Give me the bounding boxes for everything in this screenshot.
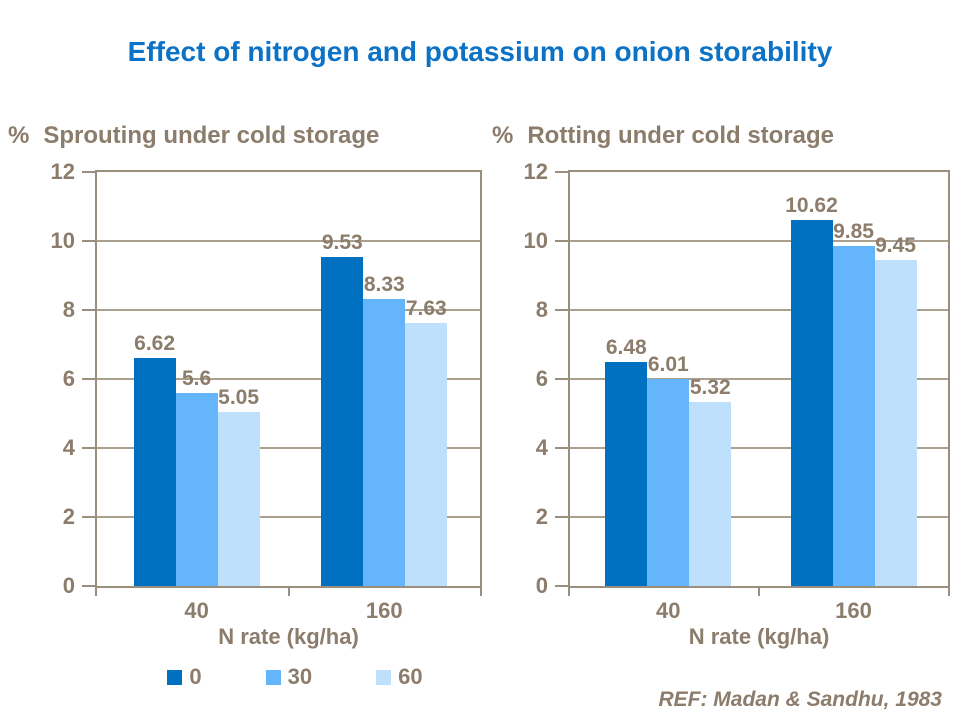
gridline	[570, 378, 948, 380]
gridline	[570, 309, 948, 311]
y-axis-tick	[82, 447, 95, 449]
gridline	[97, 447, 480, 449]
y-axis-tick	[555, 585, 568, 587]
x-axis-tick	[568, 586, 570, 596]
slide-title: Effect of nitrogen and potassium on onio…	[127, 36, 833, 67]
bar-value-label: 7.63	[405, 296, 447, 320]
y-axis-tick-label: 10	[523, 228, 548, 253]
y-axis-tick-label: 0	[62, 573, 75, 598]
reference-note: REF: Madan & Sandhu, 1983	[658, 688, 942, 711]
x-axis-tick-label: 160	[365, 598, 403, 623]
y-axis-tick	[82, 585, 95, 587]
bar	[874, 259, 917, 586]
legend-item: 30	[265, 664, 313, 689]
legend: 0 30 60	[105, 666, 485, 688]
bar-value-label: 6.48	[605, 336, 647, 360]
bar-value-label: 8.33	[363, 272, 405, 296]
gridline	[97, 309, 480, 311]
bar	[832, 246, 875, 586]
plot-area: 6.48 6.01 5.32 10.62 9.85 9.45	[568, 170, 950, 588]
y-axis-tick	[82, 516, 95, 518]
plot-area: 6.62 5.6 5.05 9.53 8.33 7.63	[95, 170, 482, 588]
y-axis-tick	[82, 309, 95, 311]
bar-value-label: 9.45	[875, 233, 916, 257]
rotting-chart: % Rotting under cold storage 6.48 6.01 5.3…	[492, 120, 952, 686]
y-axis-tick-label: 6	[62, 366, 75, 391]
y-axis-tick	[555, 447, 568, 449]
bar	[647, 378, 690, 586]
legend-item: 60	[376, 664, 423, 689]
y-unit-label: %	[8, 122, 30, 149]
x-axis-title: N rate (kg/ha)	[688, 624, 830, 649]
x-axis-tick	[480, 586, 482, 596]
chart-title: Sprouting under cold storage	[43, 122, 380, 149]
x-axis-tick	[758, 586, 760, 596]
x-axis-tick-label: 40	[656, 598, 681, 623]
gridline	[97, 516, 480, 518]
y-axis-tick	[555, 171, 568, 173]
chart-header: % Rotting under cold storage	[492, 122, 834, 150]
y-axis-tick	[555, 516, 568, 518]
legend-item: 0	[167, 664, 202, 689]
bar	[405, 322, 448, 586]
bar-value-label: 6.62	[134, 331, 176, 355]
y-axis-tick-label: 4	[535, 435, 548, 460]
legend-marker	[376, 669, 392, 685]
gridline	[97, 378, 480, 380]
bar-value-label: 5.05	[218, 385, 260, 409]
y-axis-tick-label: 2	[535, 504, 548, 529]
x-axis-tick-label: 160	[835, 598, 872, 623]
gridline	[570, 240, 948, 242]
bar	[790, 219, 833, 586]
chart-header: % Sprouting under cold storage	[8, 122, 379, 150]
bar	[175, 392, 218, 586]
chart-title: Rotting under cold storage	[527, 122, 835, 149]
legend-label: 30	[287, 664, 313, 689]
y-axis-tick	[82, 378, 95, 380]
y-axis-tick-label: 2	[62, 504, 75, 529]
y-axis-tick	[555, 378, 568, 380]
y-axis-tick	[555, 240, 568, 242]
legend-label: 60	[398, 664, 423, 689]
bar-value-label: 9.85	[833, 220, 874, 244]
bar	[605, 362, 648, 586]
bar	[217, 411, 260, 586]
sprouting-chart: % Sprouting under cold storage 6.62 5.6 5.…	[8, 120, 484, 686]
y-unit-label: %	[492, 122, 514, 149]
legend-marker	[167, 669, 183, 685]
x-axis-tick	[287, 586, 290, 596]
y-axis-tick	[82, 240, 95, 242]
x-axis-tick-label: 40	[184, 598, 209, 623]
gridline	[570, 447, 948, 449]
bar	[689, 402, 732, 586]
y-axis-tick-label: 8	[62, 297, 75, 322]
bar	[133, 357, 176, 586]
y-axis-tick-label: 12	[523, 159, 548, 184]
legend-label: 0	[189, 664, 202, 689]
y-axis-tick-label: 8	[535, 297, 548, 322]
bar-value-label: 10.62	[785, 193, 838, 217]
y-axis-tick-label: 10	[50, 228, 75, 253]
x-axis-tick	[95, 586, 97, 596]
bar-value-label: 6.01	[647, 352, 689, 376]
legend-marker	[265, 669, 281, 685]
x-axis-tick	[948, 586, 950, 596]
gridline	[570, 516, 948, 518]
bar-value-label: 9.53	[321, 231, 363, 255]
gridline	[97, 240, 480, 242]
y-axis-tick	[555, 309, 568, 311]
bar	[321, 257, 364, 586]
y-axis-tick-label: 4	[62, 435, 75, 460]
bar	[363, 298, 406, 586]
x-axis-title: N rate (kg/ha)	[218, 624, 359, 649]
y-axis-tick	[82, 171, 95, 173]
bar-value-label: 5.32	[689, 376, 731, 400]
y-axis-tick-label: 0	[535, 573, 548, 598]
y-axis-tick-label: 6	[535, 366, 548, 391]
y-axis-tick-label: 12	[50, 159, 75, 184]
bar-value-label: 5.6	[181, 366, 212, 390]
